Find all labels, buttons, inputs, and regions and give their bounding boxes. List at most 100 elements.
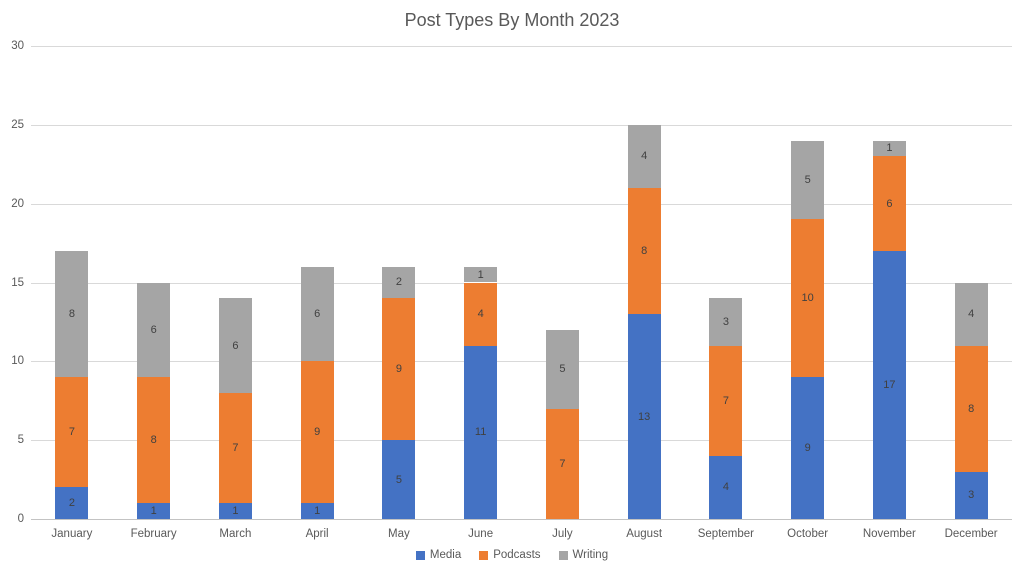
x-axis-label-may: May [388, 528, 410, 540]
legend-label-podcasts: Podcasts [493, 549, 541, 561]
data-label-media-august: 13 [638, 410, 651, 423]
data-label-writing-september: 3 [722, 315, 729, 328]
y-axis-tick-5: 5 [17, 434, 24, 447]
data-label-writing-april: 6 [314, 308, 321, 321]
data-label-podcasts-may: 9 [395, 363, 402, 376]
bar-segment-media-february: 1 [137, 503, 171, 519]
bar-segment-media-may: 5 [382, 440, 416, 519]
x-axis-label-june: June [468, 528, 494, 540]
x-axis-label-december: December [944, 528, 998, 540]
x-axis-label-january: January [51, 528, 93, 540]
y-axis-tick-30: 30 [11, 40, 24, 52]
gridline [31, 203, 1012, 205]
gridline [31, 282, 1012, 284]
x-axis-label-october: October [787, 528, 829, 540]
y-axis-tick-15: 15 [11, 276, 24, 289]
data-label-media-october: 9 [804, 442, 811, 455]
bar-segment-writing-may: 2 [382, 266, 416, 299]
bar-segment-writing-november: 1 [872, 140, 906, 157]
bar-segment-podcasts-june: 4 [464, 282, 498, 346]
bar-segment-podcasts-april: 9 [300, 361, 334, 504]
legend: Media Podcasts Writing [0, 549, 1024, 561]
data-label-media-january: 2 [68, 497, 75, 510]
data-label-writing-december: 4 [968, 308, 975, 321]
bar-segment-writing-march: 6 [218, 298, 252, 393]
bar-segment-media-november: 17 [872, 250, 906, 519]
legend-swatch-icon [558, 550, 568, 560]
x-axis-label-september: September [697, 528, 754, 540]
bar-segment-writing-june: 1 [464, 266, 498, 283]
bar-segment-media-september: 4 [709, 455, 743, 519]
bar-segment-podcasts-may: 9 [382, 298, 416, 441]
data-label-podcasts-december: 8 [968, 402, 975, 415]
bar-segment-media-june: 11 [464, 345, 498, 519]
x-axis-label-november: November [862, 528, 916, 540]
data-label-podcasts-june: 4 [477, 308, 484, 321]
bar-segment-media-april: 1 [300, 503, 334, 519]
x-axis-label-march: March [219, 528, 252, 540]
bar-segment-podcasts-march: 7 [218, 392, 252, 504]
data-label-media-april: 1 [314, 505, 321, 518]
x-axis-label-february: February [130, 528, 177, 540]
legend-label-media: Media [429, 549, 462, 561]
data-label-writing-january: 8 [68, 308, 75, 321]
bar-segment-podcasts-december: 8 [954, 345, 988, 472]
bar-segment-podcasts-july: 7 [545, 408, 579, 519]
gridline [31, 46, 1012, 47]
bar-segment-media-october: 9 [791, 377, 825, 519]
gridline [31, 124, 1012, 126]
data-label-media-december: 3 [968, 489, 975, 502]
bar-segment-writing-february: 6 [137, 282, 171, 378]
legend-swatch-icon [415, 550, 425, 560]
bar-segment-writing-january: 8 [55, 250, 89, 378]
bar-segment-writing-september: 3 [709, 298, 743, 346]
data-label-writing-june: 1 [477, 268, 484, 281]
bar-segment-writing-april: 6 [300, 266, 334, 362]
y-axis-tick-25: 25 [11, 118, 24, 131]
data-label-writing-february: 6 [150, 323, 157, 336]
legend-item-podcasts: Podcasts [479, 549, 541, 561]
bar-segment-writing-august: 4 [627, 124, 661, 188]
x-axis-label-april: April [305, 528, 329, 540]
x-axis-label-july: July [552, 528, 573, 540]
data-label-podcasts-february: 8 [150, 434, 157, 447]
data-label-writing-november: 1 [886, 142, 893, 155]
data-label-writing-may: 2 [395, 276, 402, 289]
data-label-writing-august: 4 [641, 150, 648, 163]
data-label-writing-october: 5 [804, 174, 811, 186]
y-axis-tick-10: 10 [11, 355, 24, 368]
x-axis-label-august: August [626, 528, 663, 540]
bar-segment-podcasts-january: 7 [55, 377, 89, 488]
gridline [31, 440, 1012, 442]
data-label-media-november: 17 [883, 378, 896, 391]
data-label-media-march: 1 [232, 505, 239, 518]
bar-segment-podcasts-august: 8 [627, 187, 661, 315]
legend-item-writing: Writing [558, 549, 608, 561]
bar-segment-media-december: 3 [954, 471, 988, 519]
data-label-podcasts-july: 7 [559, 457, 566, 470]
y-axis-tick-0: 0 [17, 513, 24, 525]
data-label-podcasts-november: 6 [886, 197, 893, 210]
data-label-podcasts-september: 7 [722, 394, 729, 407]
bar-segment-podcasts-october: 10 [791, 219, 825, 378]
data-label-podcasts-august: 8 [641, 244, 648, 257]
data-label-writing-july: 5 [559, 363, 566, 376]
legend-swatch-icon [479, 550, 489, 560]
chart-title: Post Types By Month 2023 [404, 10, 620, 30]
gridline [31, 361, 1012, 363]
bar-segment-podcasts-november: 6 [872, 156, 906, 251]
bar-segment-media-march: 1 [218, 503, 252, 519]
bar-segment-media-august: 13 [627, 314, 661, 519]
legend-item-media: Media [415, 549, 462, 561]
data-label-media-september: 4 [722, 481, 729, 494]
bar-segment-podcasts-february: 8 [137, 377, 171, 504]
bar-segment-writing-october: 5 [791, 140, 825, 220]
data-label-media-february: 1 [150, 505, 157, 518]
data-label-media-june: 11 [474, 426, 487, 439]
x-axis-line [31, 519, 1012, 520]
bar-segment-podcasts-september: 7 [709, 345, 743, 456]
data-label-podcasts-october: 10 [801, 292, 814, 305]
data-label-writing-march: 6 [232, 339, 239, 352]
data-label-podcasts-january: 7 [68, 426, 75, 439]
